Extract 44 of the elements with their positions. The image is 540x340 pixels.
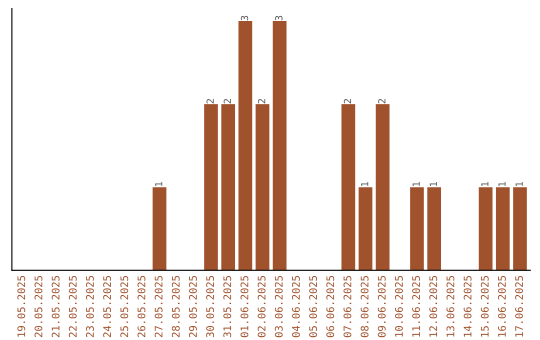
x-tick-label: 04.06.2025 (292, 276, 300, 338)
x-tick-label: 03.06.2025 (274, 276, 283, 338)
x-tick-label: 19.05.2025 (17, 276, 26, 337)
x-tick-label: 30.05.2025 (206, 276, 214, 338)
data-label: 1 (430, 182, 437, 186)
x-tick-label: 13.06.2025 (446, 276, 454, 337)
x-tick-label: 16.06.2025 (498, 276, 506, 337)
x-tick-label: 02.06.2025 (258, 276, 266, 338)
x-tick-label: 26.05.2025 (138, 276, 146, 338)
x-tick-label: 20.05.2025 (34, 276, 42, 338)
x-tick-label: 07.06.2025 (343, 276, 352, 338)
data-label: 2 (378, 99, 386, 104)
x-tick-label: 05.06.2025 (309, 276, 318, 338)
data-label: 1 (481, 182, 488, 186)
x-tick-label: 10.06.2025 (394, 276, 403, 337)
data-label: 2 (224, 99, 231, 104)
x-tick-label: 14.06.2025 (464, 276, 472, 337)
data-label: 1 (361, 182, 368, 186)
data-label: 1 (155, 182, 162, 186)
data-label: 2 (206, 99, 214, 104)
x-tick-label: 15.06.2025 (480, 276, 489, 337)
x-tick-label: 22.05.2025 (68, 276, 77, 338)
x-tick-label: 06.06.2025 (326, 276, 334, 338)
x-tick-label: 11.06.2025 (412, 276, 420, 337)
x-tick-label: 28.05.2025 (172, 276, 180, 338)
x-tick-label: 29.05.2025 (189, 276, 197, 338)
data-label: 1 (498, 182, 506, 186)
x-tick-label: 08.06.2025 (360, 276, 369, 338)
data-label: 2 (258, 99, 266, 104)
x-tick-label: 17.06.2025 (515, 276, 524, 337)
data-label: 3 (275, 16, 283, 20)
x-tick-label: 23.05.2025 (86, 276, 94, 338)
x-tick-label: 24.05.2025 (103, 276, 112, 338)
x-tick-label: 21.05.2025 (52, 276, 60, 338)
data-label: 1 (412, 182, 420, 186)
data-label: 3 (240, 16, 248, 20)
x-tick-label: 12.06.2025 (429, 276, 438, 337)
data-label: 1 (516, 182, 523, 186)
x-tick-label: 01.06.2025 (240, 276, 248, 338)
data-label: 2 (344, 99, 352, 104)
x-tick-label: 25.05.2025 (120, 276, 128, 338)
x-tick-label: 27.05.2025 (154, 276, 163, 338)
x-tick-label: 09.06.2025 (378, 276, 386, 338)
x-tick-label: 31.05.2025 (223, 276, 232, 338)
